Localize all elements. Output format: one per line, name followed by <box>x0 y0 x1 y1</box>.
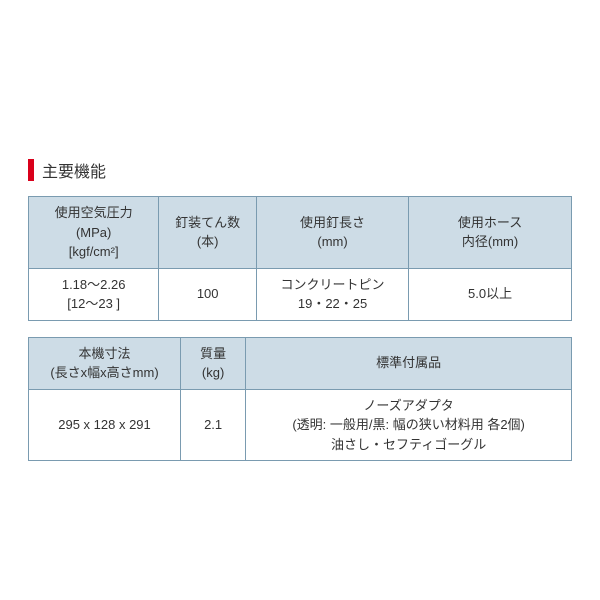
table-row: 295 x 128 x 291 2.1 ノーズアダプタ(透明: 一般用/黒: 幅… <box>29 389 572 461</box>
cell-pressure: 1.18～2.26[12～23 ] <box>29 268 159 320</box>
cell-weight: 2.1 <box>181 389 246 461</box>
col-header-dimensions: 本機寸法(長さx幅x高さmm) <box>29 337 181 389</box>
section-title-text: 主要機能 <box>42 158 106 182</box>
col-header-hose-diameter: 使用ホース内径(mm) <box>409 197 572 269</box>
specs-table-1: 使用空気圧力(MPa)[kgf/cm²] 釘装てん数(本) 使用釘長さ(mm) … <box>28 196 572 321</box>
col-header-nail-length: 使用釘長さ(mm) <box>257 197 409 269</box>
table-header-row: 使用空気圧力(MPa)[kgf/cm²] 釘装てん数(本) 使用釘長さ(mm) … <box>29 197 572 269</box>
cell-hose-diameter: 5.0以上 <box>409 268 572 320</box>
cell-nail-count: 100 <box>159 268 257 320</box>
table-row: 1.18～2.26[12～23 ] 100 コンクリートピン19・22・25 5… <box>29 268 572 320</box>
cell-nail-length: コンクリートピン19・22・25 <box>257 268 409 320</box>
cell-accessories: ノーズアダプタ(透明: 一般用/黒: 幅の狭い材料用 各2個)油さし・セフティゴ… <box>246 389 572 461</box>
cell-dimensions: 295 x 128 x 291 <box>29 389 181 461</box>
title-accent-bar <box>28 159 34 181</box>
section-title: 主要機能 <box>28 158 572 182</box>
specs-table-2: 本機寸法(長さx幅x高さmm) 質量(kg) 標準付属品 295 x 128 x… <box>28 337 572 462</box>
col-header-accessories: 標準付属品 <box>246 337 572 389</box>
col-header-weight: 質量(kg) <box>181 337 246 389</box>
table-header-row: 本機寸法(長さx幅x高さmm) 質量(kg) 標準付属品 <box>29 337 572 389</box>
col-header-pressure: 使用空気圧力(MPa)[kgf/cm²] <box>29 197 159 269</box>
col-header-nail-count: 釘装てん数(本) <box>159 197 257 269</box>
